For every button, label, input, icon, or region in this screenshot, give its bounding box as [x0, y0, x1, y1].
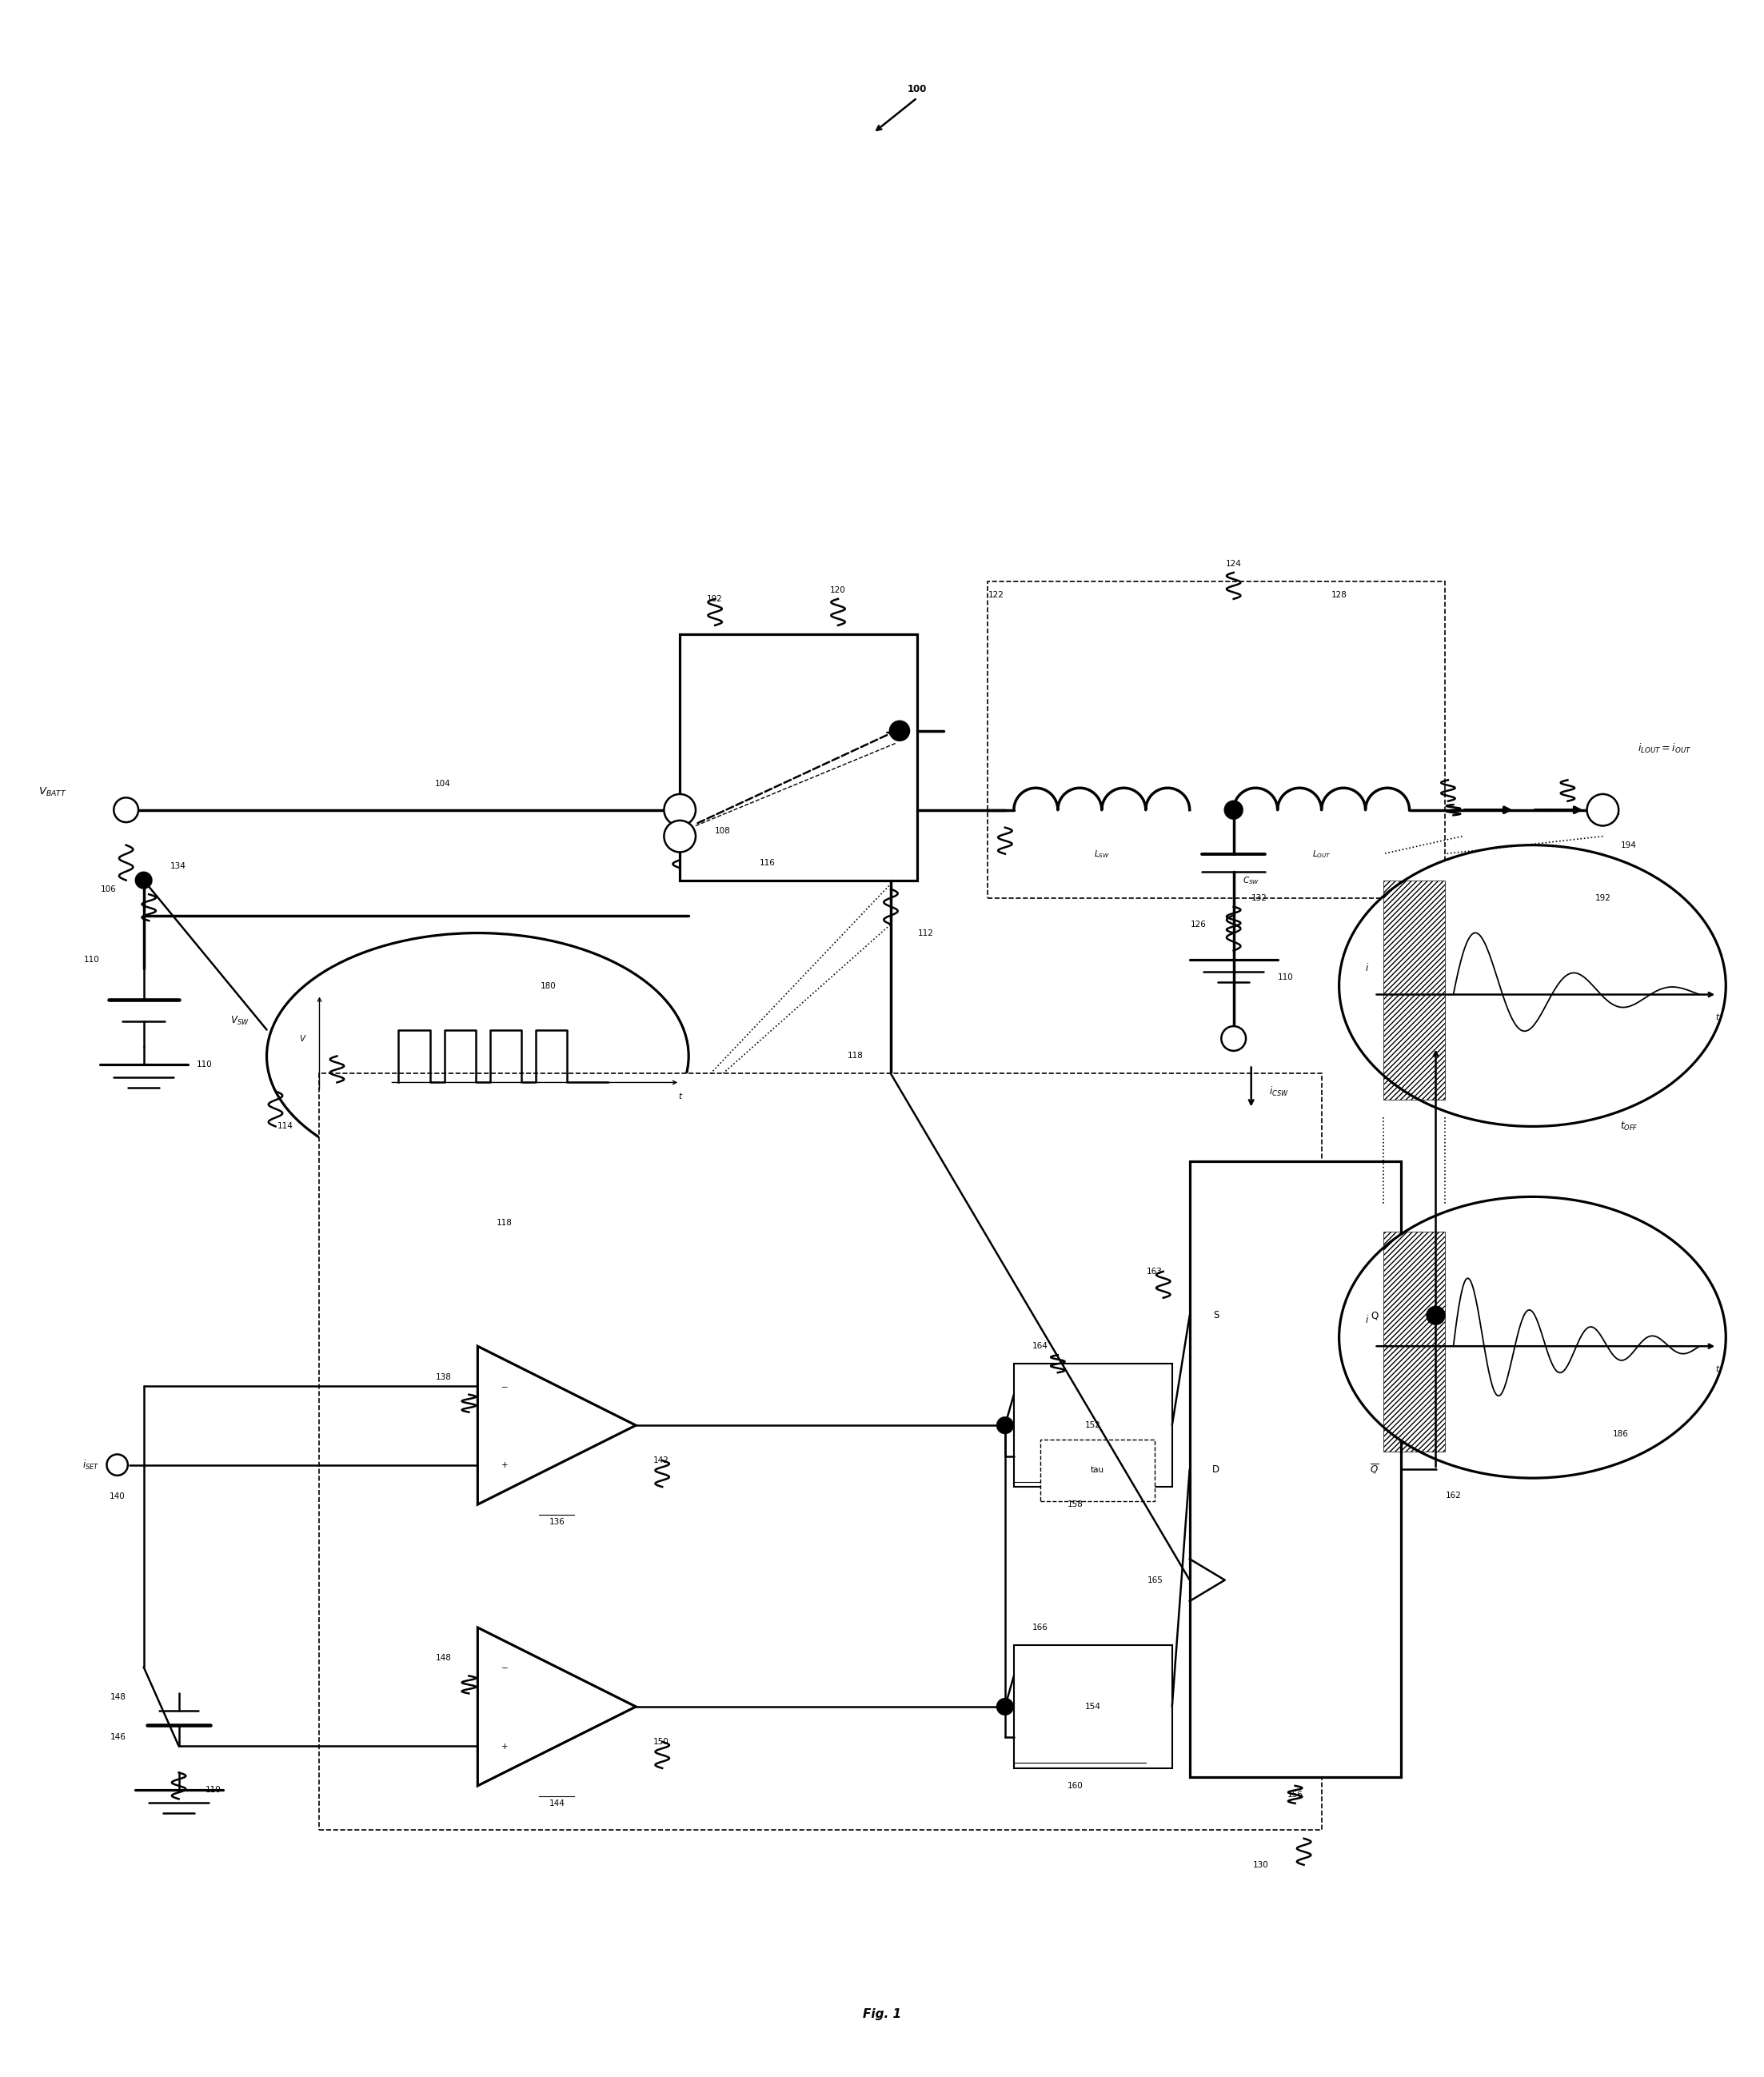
- Circle shape: [889, 721, 910, 741]
- Text: $+$: $+$: [501, 1743, 508, 1751]
- Ellipse shape: [266, 933, 688, 1180]
- Circle shape: [997, 1697, 1014, 1716]
- Circle shape: [1425, 1306, 1445, 1325]
- Circle shape: [1588, 793, 1619, 827]
- Text: 150: 150: [653, 1738, 669, 1747]
- Text: 102: 102: [707, 594, 723, 602]
- Text: $L_{OUT}$: $L_{OUT}$: [1312, 847, 1332, 860]
- Circle shape: [1221, 1026, 1245, 1051]
- Text: t: t: [1715, 1365, 1718, 1373]
- Text: 116: 116: [760, 858, 776, 866]
- Text: 162: 162: [1445, 1491, 1461, 1500]
- Text: 120: 120: [831, 586, 847, 594]
- Text: Q: Q: [1371, 1311, 1378, 1321]
- Text: i: i: [1365, 1315, 1369, 1325]
- Text: 144: 144: [549, 1799, 564, 1807]
- Text: 110: 110: [85, 955, 101, 964]
- Text: 166: 166: [1032, 1624, 1048, 1633]
- Bar: [1383, 881, 1445, 1101]
- Text: 158: 158: [1067, 1500, 1083, 1508]
- Circle shape: [997, 1417, 1014, 1433]
- Text: $\overline{Q}$: $\overline{Q}$: [1369, 1462, 1379, 1477]
- Text: 110: 110: [1277, 972, 1293, 980]
- Text: 148: 148: [436, 1653, 452, 1662]
- Text: 110: 110: [205, 1786, 220, 1795]
- Text: 100: 100: [907, 83, 926, 93]
- Text: V: V: [300, 1034, 305, 1043]
- Text: 163: 163: [1147, 1267, 1162, 1275]
- Bar: [319, 1074, 1321, 1830]
- Circle shape: [1224, 800, 1244, 820]
- Text: 122: 122: [988, 592, 1004, 600]
- Text: $-$: $-$: [501, 1664, 508, 1672]
- Text: 110: 110: [196, 1061, 212, 1070]
- Text: $C_{SW}$: $C_{SW}$: [1242, 874, 1259, 885]
- Text: 154: 154: [1085, 1703, 1101, 1711]
- Text: $-$: $-$: [501, 1381, 508, 1390]
- Text: 156: 156: [1288, 1790, 1304, 1799]
- Text: 136: 136: [549, 1518, 564, 1527]
- Text: 126: 126: [1191, 920, 1207, 928]
- Text: 132: 132: [1251, 893, 1267, 901]
- Text: 112: 112: [917, 928, 933, 937]
- Text: $i_{CSW}$: $i_{CSW}$: [1268, 1084, 1288, 1097]
- Text: 186: 186: [1612, 1431, 1628, 1437]
- Text: 180: 180: [540, 982, 556, 991]
- Text: 118: 118: [496, 1219, 512, 1228]
- Text: 140: 140: [109, 1493, 125, 1500]
- Text: 118: 118: [848, 1053, 864, 1059]
- Bar: [679, 633, 917, 881]
- Circle shape: [134, 872, 152, 889]
- Text: 146: 146: [109, 1734, 125, 1741]
- Bar: [1014, 1645, 1171, 1768]
- Text: 134: 134: [169, 862, 185, 870]
- Text: 124: 124: [1226, 561, 1242, 567]
- Text: $i_{LOUT}=i_{OUT}$: $i_{LOUT}=i_{OUT}$: [1639, 741, 1692, 754]
- Text: $+$: $+$: [501, 1460, 508, 1468]
- Text: t: t: [1715, 1014, 1718, 1022]
- Text: tau: tau: [1090, 1466, 1104, 1475]
- Text: 142: 142: [653, 1456, 669, 1464]
- Circle shape: [113, 798, 138, 822]
- Text: 152: 152: [1085, 1421, 1101, 1429]
- Text: 138: 138: [436, 1373, 452, 1381]
- Ellipse shape: [1339, 845, 1725, 1126]
- Text: 104: 104: [434, 779, 450, 787]
- Bar: [1041, 1439, 1154, 1502]
- Text: $i_{SET}$: $i_{SET}$: [83, 1458, 99, 1471]
- Text: 192: 192: [1595, 893, 1611, 901]
- Bar: [1189, 1161, 1401, 1778]
- Text: 128: 128: [1332, 592, 1348, 600]
- Bar: [1014, 1365, 1171, 1487]
- Text: 165: 165: [1147, 1576, 1162, 1585]
- Text: 148: 148: [109, 1693, 125, 1701]
- Text: $V_{BATT}$: $V_{BATT}$: [39, 787, 67, 798]
- Text: 106: 106: [101, 885, 116, 893]
- Circle shape: [663, 820, 695, 852]
- Text: D: D: [1212, 1464, 1219, 1475]
- Text: i: i: [1365, 964, 1369, 974]
- Text: Fig. 1: Fig. 1: [863, 2008, 901, 2021]
- Text: S: S: [1214, 1311, 1219, 1321]
- Ellipse shape: [1339, 1196, 1725, 1479]
- Circle shape: [663, 793, 695, 827]
- Text: $V_{SW}$: $V_{SW}$: [229, 1016, 249, 1026]
- Text: 164: 164: [1032, 1342, 1048, 1350]
- Text: 194: 194: [1621, 841, 1637, 849]
- Text: 130: 130: [1252, 1861, 1268, 1869]
- Circle shape: [108, 1454, 127, 1475]
- Text: 108: 108: [714, 827, 730, 835]
- Bar: [1383, 1232, 1445, 1452]
- Text: t: t: [677, 1093, 681, 1101]
- Text: $t_{OFF}$: $t_{OFF}$: [1621, 1120, 1639, 1132]
- Text: 114: 114: [277, 1122, 293, 1130]
- Bar: [988, 582, 1445, 897]
- Text: $L_{SW}$: $L_{SW}$: [1094, 847, 1110, 860]
- Text: 160: 160: [1067, 1782, 1083, 1790]
